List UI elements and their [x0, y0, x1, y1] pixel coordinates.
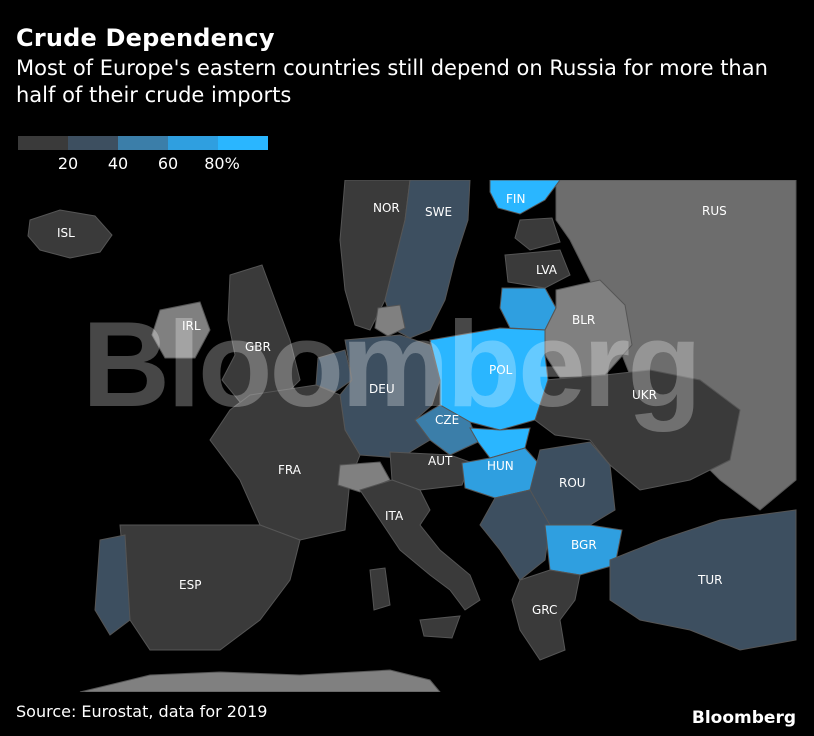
label-swe: SWE [425, 205, 452, 219]
legend-bin-2 [118, 136, 168, 150]
legend-bin-0 [18, 136, 68, 150]
country-ukr [534, 369, 741, 491]
label-rou: ROU [559, 476, 586, 490]
country-tur [609, 509, 797, 651]
north-africa [79, 669, 441, 692]
label-tur: TUR [697, 573, 722, 587]
label-nor: NOR [373, 201, 400, 215]
country-fin [489, 180, 561, 215]
color-legend: 20 40 60 80% [18, 136, 278, 173]
label-fin: FIN [506, 192, 525, 206]
country-nld [315, 349, 353, 393]
label-ukr: UKR [632, 388, 657, 402]
legend-bin-1 [68, 136, 118, 150]
country-est [514, 217, 561, 251]
chart-title: Crude Dependency [16, 24, 275, 52]
legend-bin-4 [218, 136, 268, 150]
legend-bar [18, 136, 278, 150]
europe-map: ISL NOR SWE FIN RUS LVA BLR IRL GBR POL … [27, 180, 797, 692]
country-fra [209, 384, 361, 541]
country-pol [429, 327, 549, 431]
label-hun: HUN [487, 459, 514, 473]
label-cze: CZE [435, 413, 459, 427]
label-grc: GRC [532, 603, 557, 617]
country-deu [339, 334, 441, 459]
country-irl [151, 301, 211, 359]
legend-label-20: 20 [57, 154, 79, 173]
country-srb [479, 489, 551, 581]
label-deu: DEU [369, 382, 395, 396]
legend-label-60: 60 [157, 154, 179, 173]
country-isl [27, 209, 113, 259]
bloomberg-logo: Bloomberg [691, 708, 796, 728]
label-bgr: BGR [571, 538, 597, 552]
country-ita-islands [369, 567, 461, 639]
country-esp [119, 524, 301, 651]
label-esp: ESP [179, 578, 201, 592]
label-pol: POL [489, 363, 513, 377]
label-lva: LVA [536, 263, 558, 277]
country-dnk [374, 304, 406, 337]
label-isl: ISL [57, 226, 75, 240]
label-gbr: GBR [245, 340, 271, 354]
label-irl: IRL [182, 319, 201, 333]
country-ita [359, 479, 481, 611]
legend-label-80: 80% [204, 154, 240, 173]
country-grc [511, 569, 581, 661]
country-swe [384, 180, 471, 339]
label-rus: RUS [702, 204, 727, 218]
country-prt [94, 534, 131, 636]
country-gbr [221, 264, 301, 403]
legend-bin-3 [168, 136, 218, 150]
label-blr: BLR [572, 313, 595, 327]
label-ita: ITA [385, 509, 404, 523]
chart-subtitle: Most of Europe's eastern countries still… [16, 56, 768, 107]
country-lva [504, 249, 571, 289]
label-fra: FRA [278, 463, 302, 477]
legend-label-40: 40 [107, 154, 129, 173]
source-note: Source: Eurostat, data for 2019 [16, 702, 268, 721]
label-aut: AUT [428, 454, 453, 468]
